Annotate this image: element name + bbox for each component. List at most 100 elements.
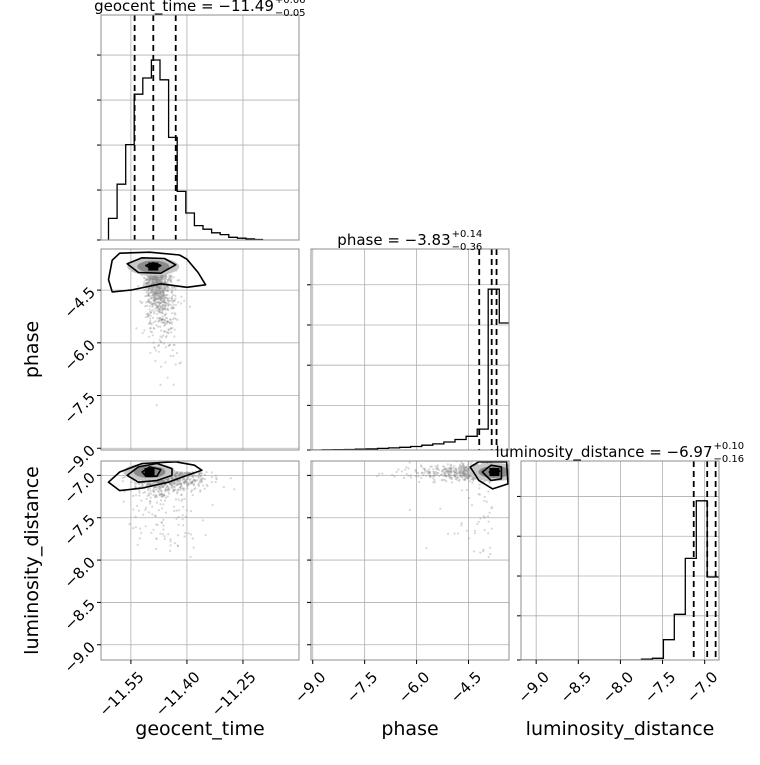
sample-point [173,542,176,545]
sample-point [205,471,208,474]
sample-point [443,472,446,475]
sample-point [156,277,159,280]
sample-point [158,286,161,289]
sample-point [433,475,436,478]
sample-point [179,486,182,489]
sample-point [147,492,150,495]
panel-geocent_time-vs-phase [100,248,300,451]
sample-point [168,297,171,300]
sample-point [459,472,462,475]
sample-point [449,467,452,470]
sample-point [183,471,187,474]
sample-point [164,486,167,489]
sample-point [160,480,163,483]
sample-point [159,289,162,292]
sample-point [170,320,173,324]
sample-point [420,464,423,467]
sample-point [482,550,485,553]
sample-point [177,509,181,512]
sample-point [464,472,467,475]
sample-point [158,287,161,290]
sample-point [159,298,162,301]
sample-point [148,322,152,325]
sample-point [170,477,173,480]
sample-point [149,483,152,486]
sample-point [123,475,126,479]
sample-point [180,472,183,475]
sample-point [190,481,194,484]
sample-point [181,479,184,482]
sample-point [156,277,159,280]
sample-point [148,275,152,278]
sample-point [443,471,446,474]
sample-point [147,277,150,280]
sample-point [415,471,418,474]
sample-point [134,494,138,497]
sample-point [177,480,180,483]
sample-point [159,295,162,299]
sample-point [473,529,476,532]
sample-point [468,474,471,477]
sample-point [408,508,411,512]
sample-point [465,472,468,475]
sample-point [466,469,470,472]
title-upper: +0.06 [275,0,306,6]
sample-point [153,296,156,299]
sample-point [181,473,184,476]
sample-point [156,296,159,299]
x-tick-label-luminosity_distance: −8.5 [557,668,595,706]
sample-point [153,281,156,284]
sample-point [144,506,148,509]
sample-point [156,285,159,288]
sample-point [149,297,152,300]
panel-phase-vs-luminosity_distance [310,460,510,661]
sample-point [150,278,153,281]
sample-point [162,494,165,497]
sample-point [143,491,147,494]
sample-point [405,472,408,475]
sample-point [145,483,148,486]
sample-point [151,278,154,281]
sample-point [442,465,445,468]
sample-point [183,480,186,483]
sample-point [148,276,151,279]
sample-point [172,299,175,302]
sample-point [466,473,470,476]
sample-point [158,311,161,314]
sample-point [464,468,467,471]
sample-point [160,275,163,278]
sample-point [153,491,156,494]
sample-point [161,289,164,292]
sample-point [161,275,164,278]
sample-point [151,281,154,284]
sample-point [169,483,173,486]
sample-point [181,518,184,521]
y-tick-label-phase: −7.5 [61,389,99,427]
sample-point [466,476,469,479]
sample-point [161,479,164,482]
panel-phase-hist: phase = −3.83 +0.14−0.36 [307,229,510,451]
sample-point [184,532,187,535]
sample-point [427,468,430,471]
sample-point [170,275,173,278]
sample-point [153,294,156,297]
sample-point [157,280,160,283]
sample-point [449,476,452,479]
sample-point [150,290,153,293]
sample-point [144,282,148,285]
sample-point [449,466,452,469]
sample-point [152,282,155,285]
sample-point [151,276,155,279]
sample-point [167,328,170,332]
sample-point [152,278,155,281]
sample-point [152,290,156,293]
sample-point [459,473,462,476]
sample-point [463,467,466,470]
sample-point [161,495,164,498]
sample-point [159,291,162,294]
sample-point [169,280,172,283]
sample-point [145,484,148,487]
sample-point [153,280,156,283]
sample-point [149,314,152,317]
